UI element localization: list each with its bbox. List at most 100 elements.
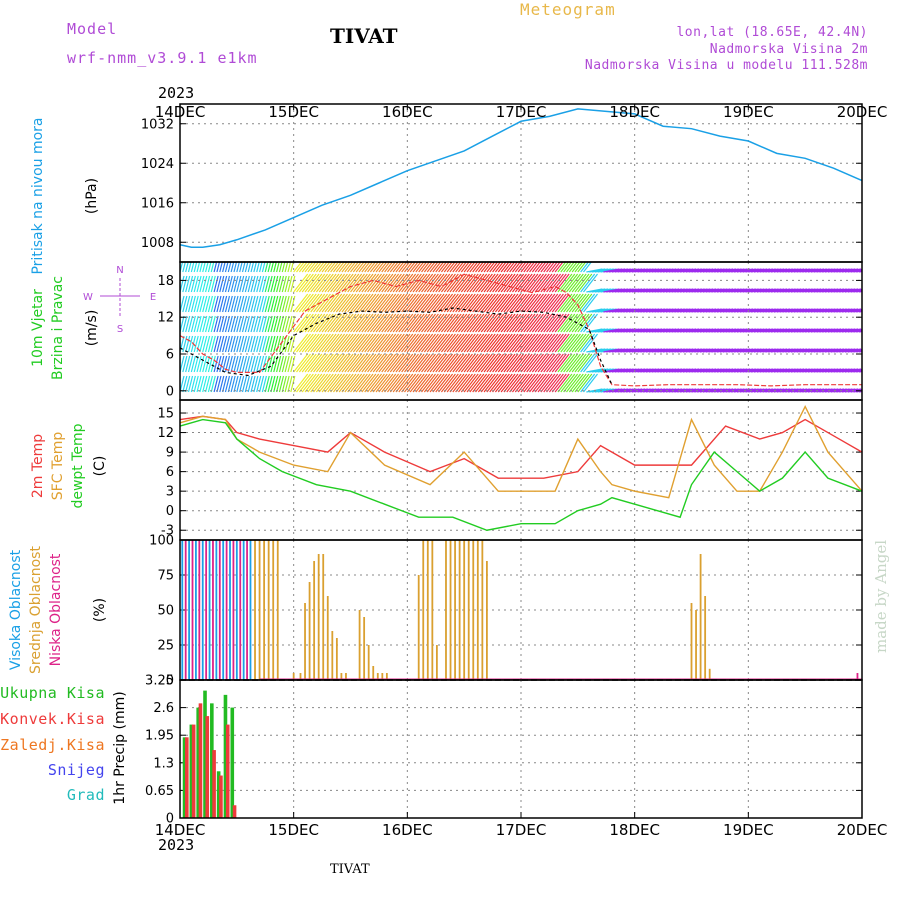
- wind-barb: [318, 373, 334, 393]
- wind-barb: [372, 293, 388, 313]
- wind-barb: [381, 373, 397, 393]
- wind-barb: [350, 273, 365, 293]
- cloud-bar: [708, 668, 711, 680]
- wind-barb: [341, 293, 357, 313]
- wind-barb: [392, 262, 402, 273]
- precip-bar: [216, 771, 221, 818]
- wind-barb: [344, 293, 360, 313]
- wind-barb: [438, 353, 454, 373]
- wind-barb: [429, 262, 439, 273]
- x-tick-label-top: 16DEC: [382, 103, 433, 121]
- wind-barb: [401, 373, 417, 393]
- wind-barb: [332, 373, 348, 393]
- wind-barb: [321, 313, 337, 333]
- wind-barb: [182, 275, 188, 293]
- wind-barb: [440, 333, 456, 353]
- wind-barb: [455, 373, 471, 393]
- cloud-bar: [486, 561, 488, 680]
- wind-barb: [548, 373, 564, 393]
- cloud-bar: [188, 540, 190, 680]
- wind-barb: [375, 353, 391, 373]
- wind-barb: [443, 313, 459, 333]
- wind-barb: [401, 293, 417, 313]
- wind-barb: [296, 293, 311, 313]
- wind-barb: [469, 353, 485, 373]
- cloud-bar: [704, 596, 707, 680]
- wind-barb: [290, 262, 294, 273]
- wind-barb: [568, 293, 584, 313]
- pressure-line: [179, 108, 863, 248]
- legend-freezing-rain: Zaledj.Kisa: [0, 736, 105, 754]
- wind-barb: [196, 315, 202, 333]
- wind-barb: [560, 353, 576, 373]
- wind-barb: [250, 262, 255, 273]
- wind-barb: [563, 262, 573, 273]
- wind-barb: [222, 275, 228, 293]
- wind-barb: [546, 262, 556, 273]
- wind-barb: [475, 262, 485, 273]
- wind-barb: [418, 333, 434, 353]
- wind-barb: [506, 313, 522, 333]
- wind-barb: [244, 315, 250, 333]
- y-tick-label: -3: [161, 524, 174, 539]
- wind-barb: [247, 335, 253, 353]
- wind-barb: [204, 262, 209, 273]
- x-tick-label-bottom: 14DEC: [155, 821, 206, 839]
- wind-barb: [364, 262, 374, 273]
- wind-barb: [537, 293, 553, 313]
- wind-barb: [296, 262, 306, 273]
- wind-barb: [247, 275, 253, 293]
- wind-barb: [472, 293, 488, 313]
- wind-barb: [480, 293, 496, 313]
- cloud-bar: [856, 673, 859, 680]
- wind-barb: [213, 315, 219, 333]
- wind-barb: [526, 373, 542, 393]
- wind-barb: [404, 293, 419, 313]
- wind-barb: [378, 353, 394, 373]
- wind-barb: [244, 335, 250, 353]
- wind-barb: [435, 373, 451, 393]
- wind-barb: [324, 293, 340, 313]
- wind-barb: [296, 333, 311, 353]
- wind-barb: [213, 275, 219, 293]
- wind-barb: [298, 353, 314, 373]
- wind-barb: [236, 262, 240, 273]
- wind-barb: [443, 273, 459, 293]
- wind-barb: [273, 275, 279, 293]
- wind-barb: [386, 373, 402, 393]
- wind-barb: [580, 273, 596, 293]
- wind-barb: [190, 295, 196, 313]
- wind-barb: [239, 262, 243, 273]
- wind-barb: [185, 335, 191, 353]
- wind-barb: [446, 293, 462, 313]
- wind-barb: [250, 335, 256, 353]
- wind-barb: [548, 262, 558, 273]
- cloud-bar: [225, 540, 228, 680]
- wind-barb: [477, 313, 493, 333]
- wind-barb: [187, 262, 192, 273]
- wind-barb: [253, 355, 259, 373]
- wind-barb: [557, 353, 573, 373]
- wind-barb: [418, 262, 428, 273]
- x-tick-label-bottom: 16DEC: [382, 821, 433, 839]
- wind-barb: [330, 333, 346, 353]
- wind-barb: [182, 335, 188, 353]
- wind-barb: [429, 313, 445, 333]
- wind-barb: [341, 313, 357, 333]
- wind-barb: [347, 333, 363, 353]
- wind-barb: [551, 333, 567, 353]
- wind-barb: [401, 313, 417, 333]
- wind-barb: [460, 273, 476, 293]
- wind-barb: [367, 373, 383, 393]
- wind-barb: [335, 262, 345, 273]
- legend-total-rain: Ukupna Kisa: [0, 684, 105, 702]
- wind-barb: [466, 373, 482, 393]
- wind-barb: [347, 262, 357, 273]
- wind-barb: [344, 373, 360, 393]
- wind-barb: [412, 373, 428, 393]
- wind-barb: [256, 275, 262, 293]
- wind-barb: [264, 295, 270, 313]
- wind-barb: [341, 353, 357, 373]
- cloud-bar: [322, 554, 325, 680]
- wind-barb: [233, 275, 239, 293]
